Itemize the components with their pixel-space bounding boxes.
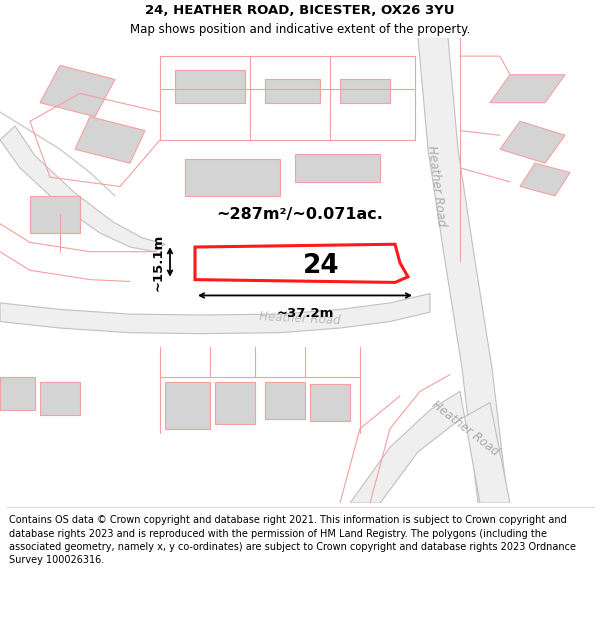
Polygon shape	[490, 75, 565, 102]
Polygon shape	[310, 384, 350, 421]
Text: Contains OS data © Crown copyright and database right 2021. This information is : Contains OS data © Crown copyright and d…	[9, 515, 576, 565]
Polygon shape	[500, 121, 565, 163]
Polygon shape	[350, 391, 510, 503]
Polygon shape	[175, 70, 245, 102]
Polygon shape	[185, 159, 280, 196]
Text: Map shows position and indicative extent of the property.: Map shows position and indicative extent…	[130, 22, 470, 36]
Text: 24, HEATHER ROAD, BICESTER, OX26 3YU: 24, HEATHER ROAD, BICESTER, OX26 3YU	[145, 4, 455, 17]
Text: Heather Road: Heather Road	[425, 145, 448, 228]
Text: ~287m²/~0.071ac.: ~287m²/~0.071ac.	[217, 207, 383, 222]
Text: Heather Road: Heather Road	[259, 310, 341, 328]
Polygon shape	[520, 163, 570, 196]
Polygon shape	[0, 294, 430, 334]
Polygon shape	[340, 79, 390, 102]
Polygon shape	[30, 196, 80, 233]
Polygon shape	[75, 117, 145, 163]
Text: ~37.2m: ~37.2m	[277, 307, 334, 319]
Polygon shape	[265, 79, 320, 102]
Polygon shape	[165, 382, 210, 429]
Polygon shape	[265, 382, 305, 419]
Text: Heather Road: Heather Road	[429, 398, 501, 459]
Polygon shape	[0, 126, 165, 252]
Polygon shape	[295, 154, 380, 182]
Text: 24: 24	[303, 253, 340, 279]
Polygon shape	[40, 66, 115, 117]
Polygon shape	[195, 244, 408, 282]
Polygon shape	[40, 382, 80, 414]
Text: ~15.1m: ~15.1m	[152, 233, 165, 291]
Polygon shape	[418, 38, 508, 503]
Polygon shape	[0, 378, 35, 410]
Polygon shape	[215, 382, 255, 424]
